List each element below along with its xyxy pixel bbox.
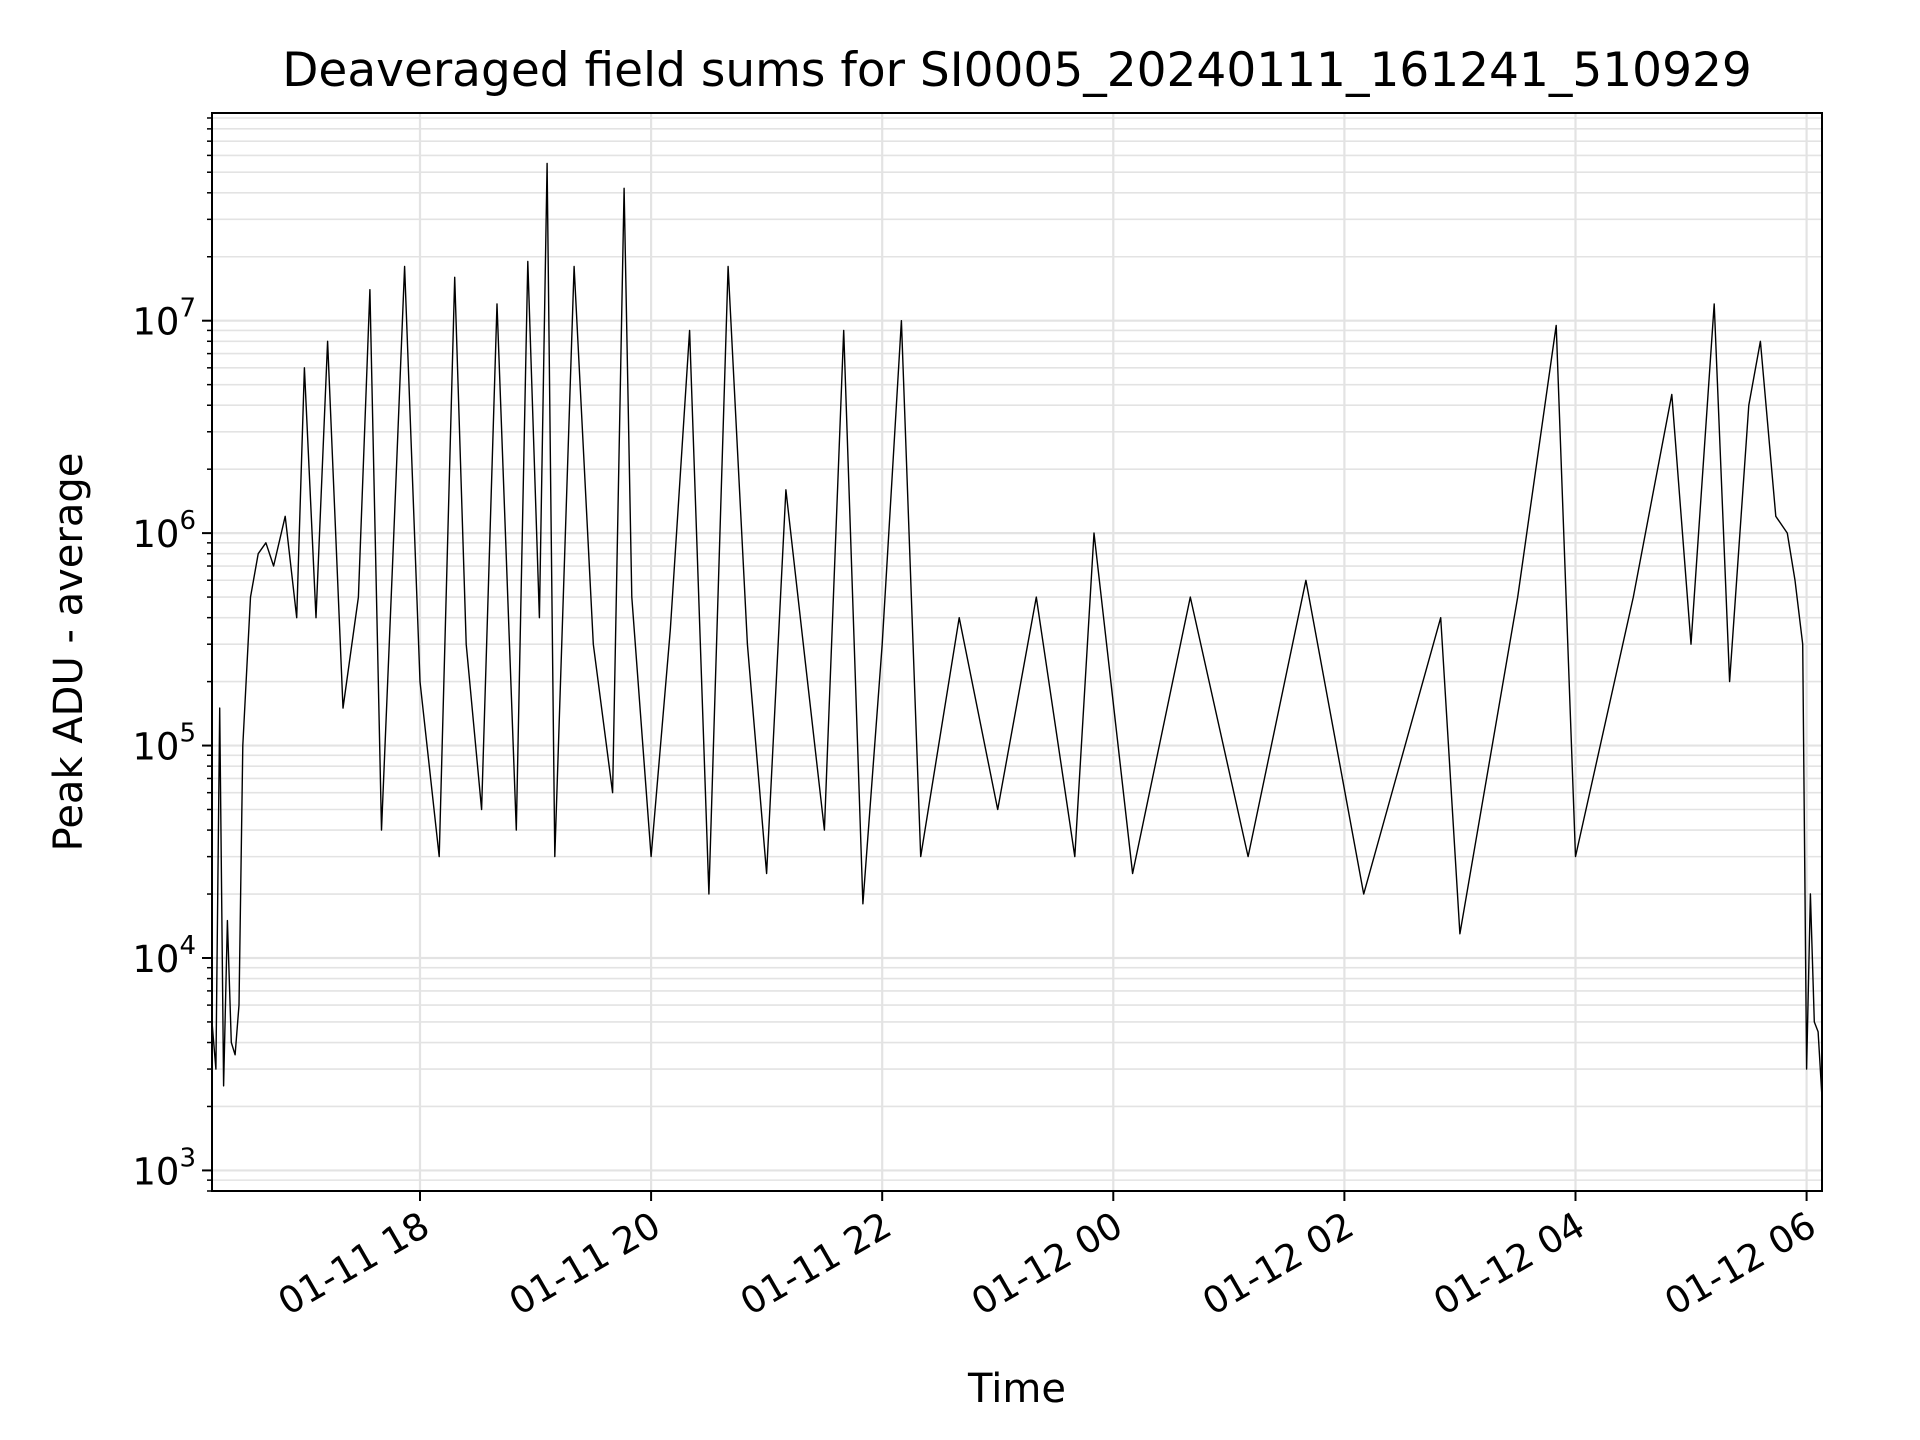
y-tick-label: 107 <box>132 294 196 344</box>
y-tick-label: 103 <box>132 1143 196 1193</box>
chart-title: Deaveraged field sums for SI0005_2024011… <box>282 43 1752 98</box>
x-axis-label: Time <box>967 1366 1066 1412</box>
series-line <box>211 162 1823 1098</box>
plot-frame <box>211 112 1823 1192</box>
y-axis-label: Peak ADU - average <box>46 453 92 852</box>
y-tick-label: 104 <box>132 931 196 981</box>
y-tick-label: 105 <box>132 719 196 769</box>
grid <box>212 113 1822 1192</box>
y-tick-label: 106 <box>132 506 196 556</box>
